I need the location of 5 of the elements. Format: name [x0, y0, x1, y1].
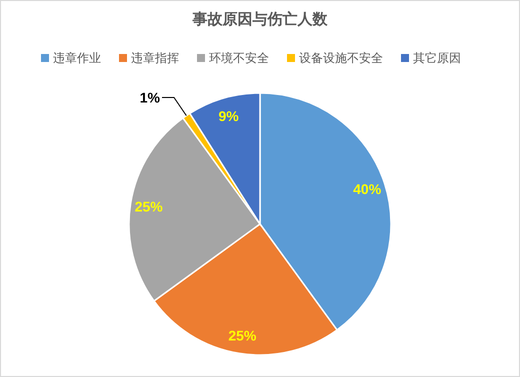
legend-label: 其它原因: [413, 51, 461, 65]
title: 事故原因与伤亡人数: [192, 11, 328, 28]
legend-label: 违章作业: [53, 51, 101, 65]
legend-label: 环境不安全: [209, 51, 269, 65]
legend-label: 违章指挥: [131, 51, 179, 65]
